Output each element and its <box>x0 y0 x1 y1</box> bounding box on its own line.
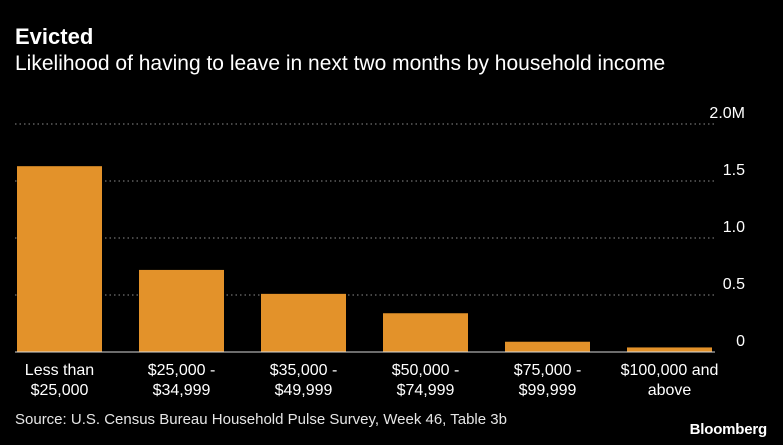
bar-2 <box>139 269 224 352</box>
bar-4 <box>383 313 468 352</box>
bar-5 <box>505 341 590 352</box>
bars <box>17 166 712 352</box>
bar-chart: 0 0.5 1.0 1.5 2.0M Less than $25,000 $25,000 -… <box>15 105 745 399</box>
x-category-label: $75,000 -$99,999 <box>514 362 582 399</box>
x-category-label: Less than $25,000 <box>25 362 94 399</box>
chart-title: Evicted <box>15 24 94 49</box>
bar-1 <box>17 166 102 352</box>
x-category-label: $50,000 -$74,999 <box>392 362 460 399</box>
x-category-label: $100,000 and above <box>621 362 719 399</box>
chart-subtitle: Likelihood of having to leave in next tw… <box>15 52 666 75</box>
y-tick-label: 0 <box>736 333 745 350</box>
bloomberg-logo: Bloomberg <box>689 421 768 438</box>
source-note: Source: U.S. Census Bureau Household Pul… <box>15 411 507 428</box>
x-axis-category-labels: Less than $25,000 $25,000 -$34,999 $35,000 … <box>25 362 719 399</box>
y-tick-label: 0.5 <box>723 276 745 293</box>
bar-3 <box>261 293 346 352</box>
y-tick-label: 2.0M <box>709 105 745 122</box>
gridlines <box>15 123 715 296</box>
y-tick-label: 1.5 <box>723 162 745 179</box>
x-category-label: $25,000 -$34,999 <box>148 362 216 399</box>
y-tick-label: 1.0 <box>723 219 745 236</box>
bar-6 <box>627 347 712 352</box>
y-axis-tick-labels: 0 0.5 1.0 1.5 2.0M <box>709 105 745 350</box>
x-category-label: $35,000 -$49,999 <box>270 362 338 399</box>
